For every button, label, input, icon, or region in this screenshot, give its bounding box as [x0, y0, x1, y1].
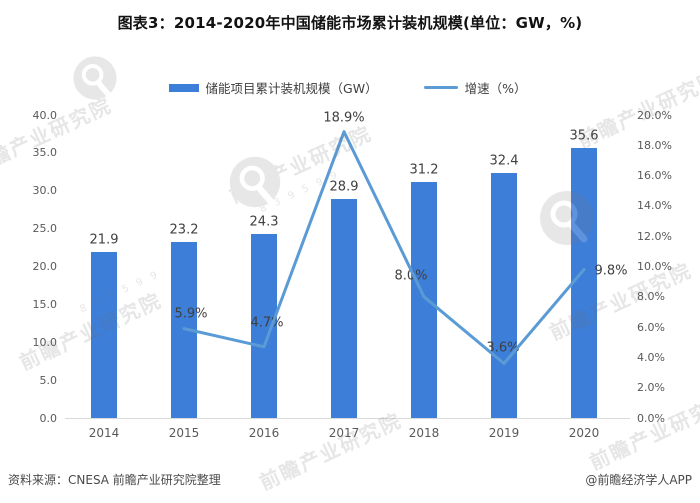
left-axis-tick: 0.0: [39, 411, 58, 425]
x-axis-label-2020: 2020: [568, 426, 600, 440]
x-axis-label-2018: 2018: [408, 426, 440, 440]
bar-value-label: 24.3: [249, 214, 279, 230]
left-axis-tick: 35.0: [32, 146, 58, 160]
left-axis-tick: 40.0: [32, 108, 58, 122]
legend-item-installed-capacity: 储能项目累计装机规模（GW）: [168, 78, 378, 97]
bar-series-swatch-icon: [168, 83, 199, 92]
legend-label-growth-rate: 增速（%）: [464, 81, 527, 96]
bar-2017: [331, 199, 357, 418]
chart-title: 图表3：2014-2020年中国储能市场累计装机规模(单位：GW，%): [117, 14, 583, 32]
line-value-label: 9.8%: [594, 263, 628, 279]
right-axis-tick: 18.0%: [637, 138, 672, 152]
left-axis-tick: 5.0: [39, 373, 58, 387]
bar-2018: [411, 181, 437, 418]
right-axis-tick: 4.0%: [637, 350, 665, 364]
right-axis-tick: 12.0%: [637, 229, 672, 243]
x-axis-label-2019: 2019: [488, 426, 520, 440]
bar-value-label: 35.6: [569, 128, 599, 144]
bar-value-label: 32.4: [489, 153, 519, 169]
line-value-label: 18.9%: [323, 110, 365, 126]
bar-value-label: 23.2: [169, 222, 199, 238]
left-axis-tick: 25.0: [32, 222, 58, 236]
right-axis-tick: 20.0%: [637, 108, 672, 122]
bar-2020: [571, 148, 597, 418]
left-axis-tick: 30.0: [32, 184, 58, 198]
left-axis-tick: 10.0: [32, 335, 58, 349]
bar-2014: [91, 252, 117, 418]
line-value-label: 4.7%: [250, 315, 284, 331]
source-note: 资料来源：CNESA 前瞻产业研究院整理: [8, 473, 221, 487]
legend: 储能项目累计装机规模（GW） 增速（%）: [65, 78, 630, 97]
x-axis-label-2016: 2016: [248, 426, 280, 440]
x-axis-label-2014: 2014: [88, 426, 120, 440]
right-axis-tick: 10.0%: [637, 260, 672, 273]
line-value-label: 8.0%: [394, 268, 428, 284]
left-axis-tick: 15.0: [32, 297, 58, 311]
left-axis-tick: 20.0: [32, 260, 58, 273]
right-axis-tick: 16.0%: [637, 169, 672, 183]
credit-note: @前瞻经济学人APP: [585, 473, 692, 487]
line-value-label: 5.9%: [174, 306, 208, 322]
x-axis-label-2017: 2017: [328, 426, 360, 440]
line-series-swatch-icon: [423, 86, 458, 89]
right-axis-tick: 6.0%: [637, 320, 665, 334]
x-axis-label-2015: 2015: [168, 426, 200, 440]
right-axis-tick: 0.0%: [637, 411, 665, 425]
x-axis-line: [65, 418, 630, 419]
right-axis-tick: 2.0%: [637, 381, 665, 395]
line-value-label: 3.6%: [486, 340, 520, 356]
bar-value-label: 31.2: [409, 162, 439, 178]
footer: 资料来源：CNESA 前瞻产业研究院整理 @前瞻经济学人APP: [8, 471, 692, 488]
bar-value-label: 21.9: [89, 232, 119, 248]
bar-2019: [491, 172, 517, 418]
legend-label-installed-capacity: 储能项目累计装机规模（GW）: [205, 81, 378, 96]
right-axis-tick: 14.0%: [637, 199, 672, 213]
bar-value-label: 28.9: [329, 179, 359, 195]
legend-item-growth-rate: 增速（%）: [423, 78, 527, 97]
bar-2015: [171, 242, 197, 418]
right-axis-tick: 8.0%: [637, 290, 665, 304]
